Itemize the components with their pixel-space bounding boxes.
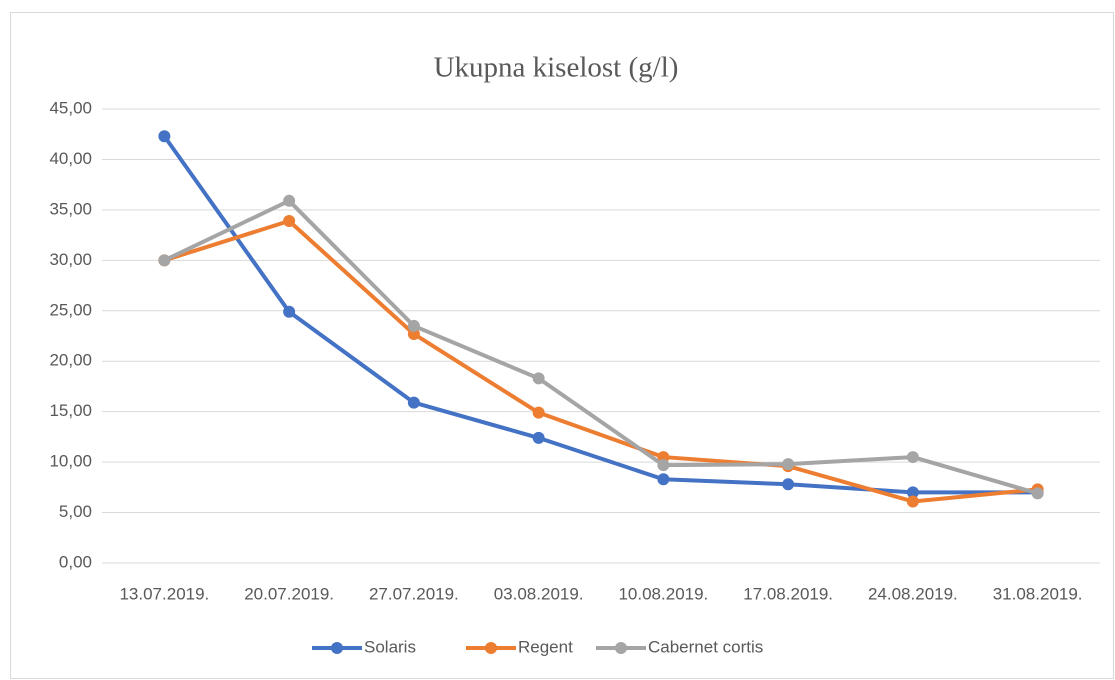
point [283,214,296,227]
chart-title: Ukupna kiselost (g/l) [434,52,679,84]
series-line [162,134,1040,495]
y-tick-label: 25,00 [49,300,92,319]
x-tick-label: 27.07.2019. [369,584,459,603]
series-line [162,198,1040,496]
x-tick-label: 03.08.2019. [494,584,584,603]
point [407,396,420,409]
point [906,451,919,464]
legend-label: Cabernet cortis [648,637,763,656]
point [1031,487,1044,500]
x-tick-label: 31.08.2019. [993,584,1083,603]
x-tick-label: 20.07.2019. [244,584,334,603]
point [407,319,420,332]
point [906,495,919,508]
point [283,194,296,207]
chart-frame [10,12,1114,679]
x-tick-label: 17.08.2019. [743,584,833,603]
legend-marker [485,642,497,654]
y-tick-label: 40,00 [49,149,92,168]
point [906,486,919,499]
x-tick-label: 13.07.2019. [119,584,209,603]
y-tick-label: 30,00 [49,250,92,269]
point [532,406,545,419]
point [782,478,795,491]
y-tick-label: 45,00 [49,98,92,117]
y-tick-label: 15,00 [49,401,92,420]
point [532,372,545,385]
point [158,254,171,267]
point [782,458,795,471]
legend-marker [331,642,343,654]
legend-label: Regent [518,637,573,656]
y-tick-label: 20,00 [49,351,92,370]
point [158,130,171,143]
y-tick-label: 35,00 [49,199,92,218]
point [657,473,670,486]
x-tick-label: 24.08.2019. [868,584,958,603]
y-tick-label: 10,00 [49,452,92,471]
legend-label: Solaris [364,637,416,656]
series-line [162,218,1040,504]
y-tick-label: 0,00 [59,552,92,571]
legend-marker [615,642,627,654]
point [657,459,670,472]
point [532,431,545,444]
point [283,305,296,318]
x-tick-label: 10.08.2019. [618,584,708,603]
y-tick-label: 5,00 [59,502,92,521]
